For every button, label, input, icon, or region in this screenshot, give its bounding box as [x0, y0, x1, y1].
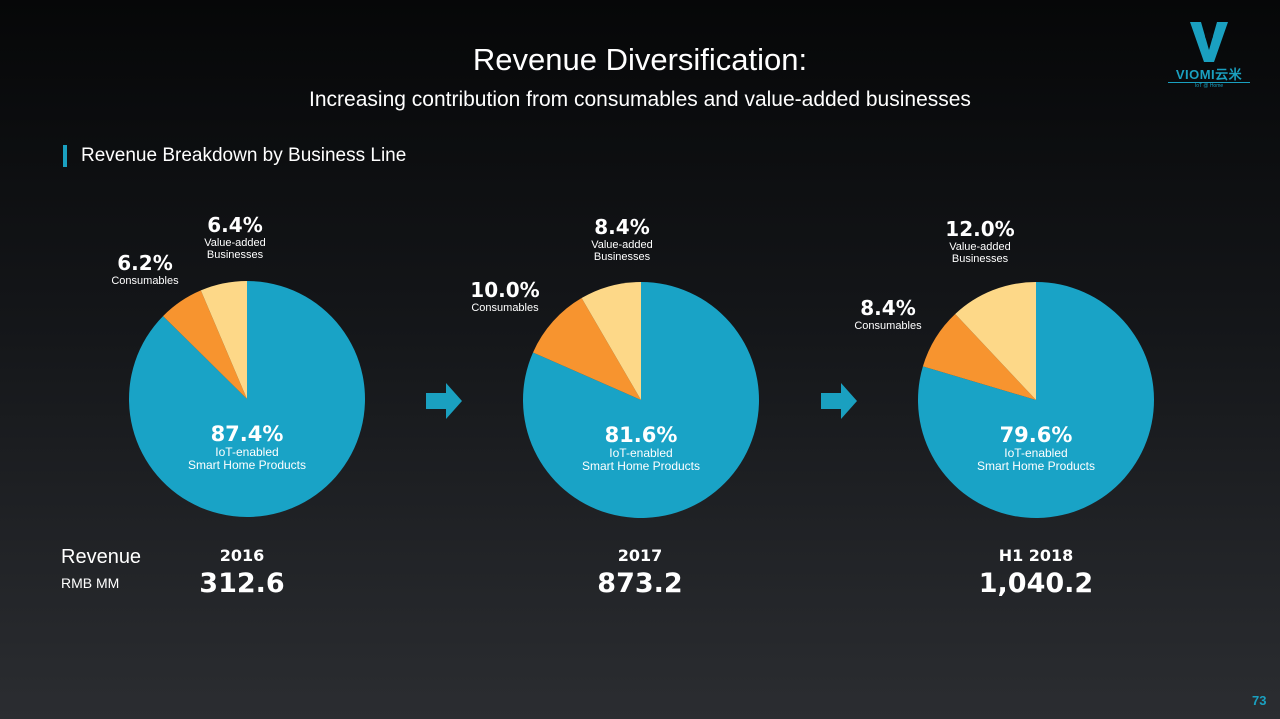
pie-slice-consumables — [922, 313, 1036, 400]
section-header: Revenue Breakdown by Business Line — [63, 145, 406, 167]
value-added-label-percent: 12.0% — [945, 217, 1014, 241]
section-accent-bar — [63, 145, 67, 167]
value-added-label-caption: Businesses — [207, 249, 264, 261]
logo-tagline: IoT @ Home — [1168, 82, 1250, 89]
value-added-label-caption: Value-added — [204, 237, 266, 249]
slide-title: Revenue Diversification: — [472, 42, 808, 77]
value-added-label-caption: Value-added — [591, 239, 653, 251]
page-number: 73 — [1252, 693, 1267, 708]
period-label-h1-2018: H1 2018 — [998, 546, 1074, 565]
iot-label-caption: IoT-enabled — [1004, 446, 1067, 460]
pie-slice-iot — [522, 282, 759, 519]
iot-label-percent: 81.6% — [605, 423, 678, 447]
viomi-logo: VIOMI云米 IoT @ Home — [1168, 20, 1250, 92]
section-title: Revenue Breakdown by Business Line — [81, 145, 407, 166]
value-added-label-caption: Value-added — [949, 241, 1011, 253]
arrow-right-icon — [821, 383, 857, 419]
iot-label-percent: 87.4% — [211, 422, 284, 446]
value-added-label-caption: Businesses — [594, 251, 651, 263]
pie-slice-value-added — [200, 281, 247, 399]
revenue-value-h1-2018: 1,040.2 — [978, 568, 1094, 599]
pie-slice-value-added — [581, 282, 641, 400]
revenue-label: Revenue — [61, 546, 142, 568]
value-added-label-percent: 8.4% — [594, 215, 649, 239]
revenue-value-2017: 873.2 — [597, 568, 683, 599]
period-label-2017: 2017 — [617, 546, 663, 565]
value-added-label-percent: 6.4% — [207, 213, 262, 237]
arrow-right-icon — [426, 383, 462, 419]
consumables-label-percent: 6.2% — [117, 251, 172, 275]
iot-label-caption: IoT-enabled — [215, 445, 278, 459]
period-label-2016: 2016 — [219, 546, 265, 565]
iot-label-caption: Smart Home Products — [582, 459, 700, 473]
consumables-label-percent: 10.0% — [470, 278, 539, 302]
viomi-v-logo-icon — [1190, 22, 1228, 62]
logo-wordmark: VIOMI云米 — [1175, 67, 1243, 82]
consumables-label-percent: 8.4% — [860, 296, 915, 320]
iot-label-caption: Smart Home Products — [188, 458, 306, 472]
iot-label-caption: Smart Home Products — [977, 459, 1095, 473]
pie-slice-consumables — [163, 290, 247, 399]
value-added-label-caption: Businesses — [952, 253, 1009, 265]
consumables-label-caption: Consumables — [471, 302, 539, 314]
consumables-label-caption: Consumables — [854, 320, 922, 332]
iot-label-percent: 79.6% — [1000, 423, 1073, 447]
revenue-value-2016: 312.6 — [199, 568, 285, 599]
slide-subtitle: Increasing contribution from consumables… — [309, 88, 971, 111]
arrow-group — [426, 383, 857, 419]
pie-slice-consumables — [533, 298, 641, 400]
pie-slice-value-added — [955, 282, 1036, 400]
pie-slice-iot — [128, 281, 365, 517]
consumables-label-caption: Consumables — [111, 275, 179, 287]
iot-label-caption: IoT-enabled — [609, 446, 672, 460]
revenue-unit: RMB MM — [61, 575, 120, 591]
pie-slice-iot — [917, 282, 1154, 518]
